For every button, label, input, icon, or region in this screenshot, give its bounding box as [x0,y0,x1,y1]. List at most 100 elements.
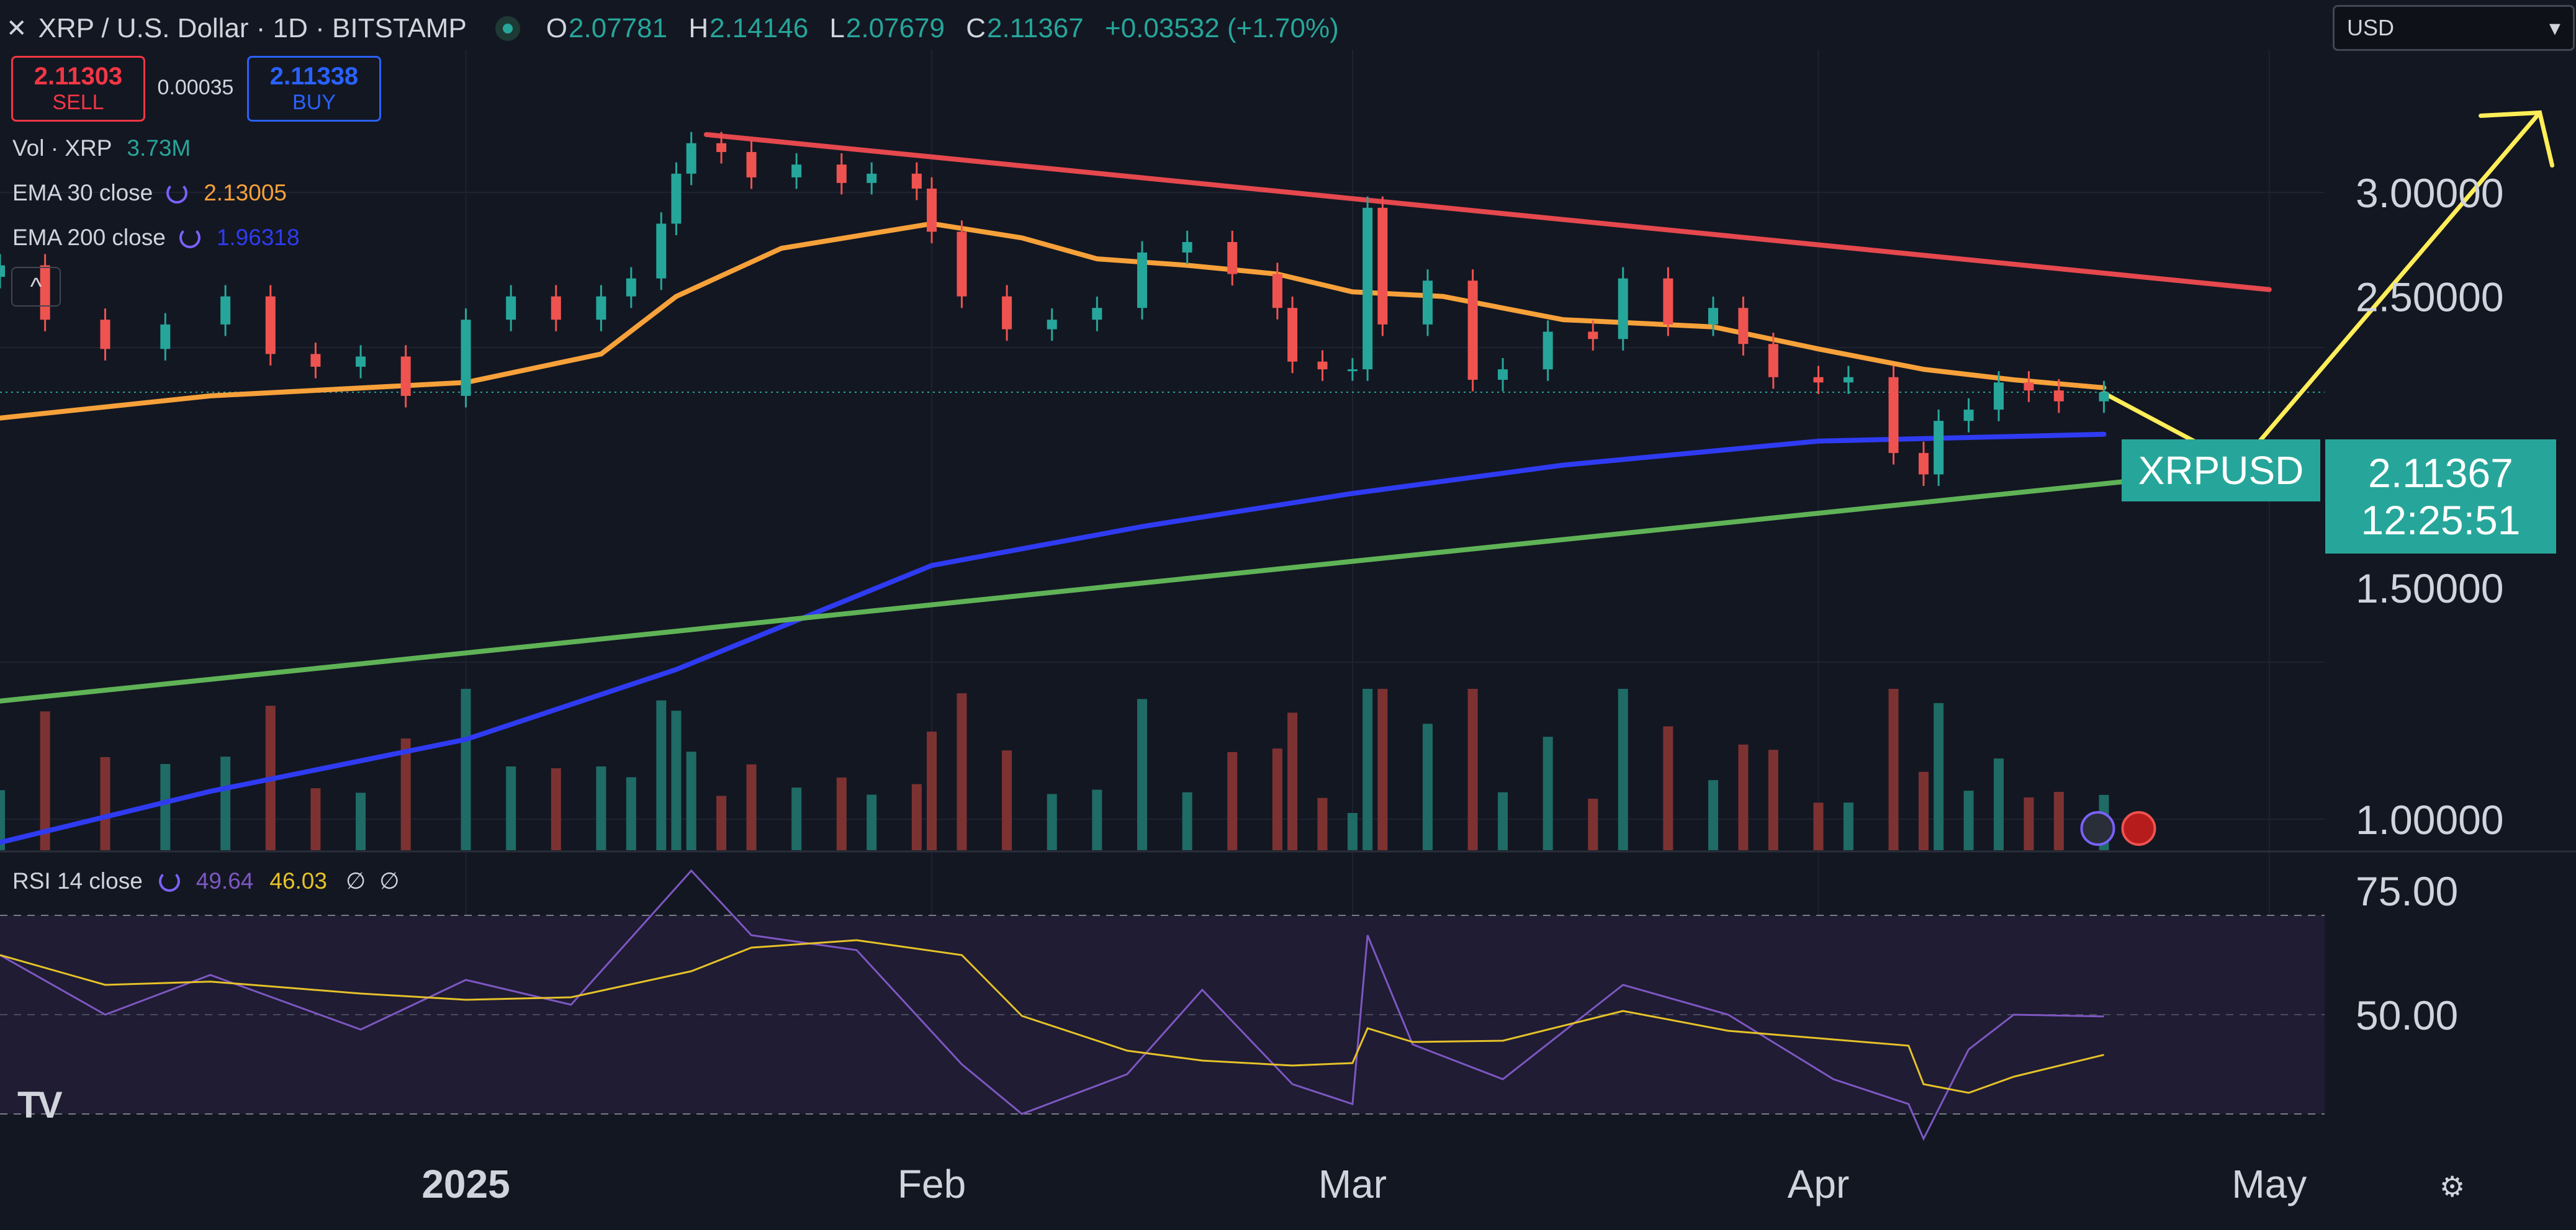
candle [1708,308,1718,325]
candle [160,324,171,349]
legend-volume[interactable]: Vol · XRP 3.73M [12,135,191,161]
candle [791,164,802,177]
rsi-tick-label: 50.00 [2356,992,2458,1038]
candle [1843,377,1853,383]
volume-bar [1888,689,1899,850]
volume-bar [1918,771,1929,850]
volume-bar [1002,750,1012,850]
sell-button[interactable]: 2.11303 SELL [11,56,145,122]
volume-bar [911,784,922,850]
legend-rsi-name: RSI 14 close [12,868,143,894]
candle [1377,207,1388,325]
legend-ema200[interactable]: EMA 200 close 1.96318 [12,225,300,251]
gear-icon[interactable]: ⚙ [2439,1170,2466,1203]
candle [746,151,757,177]
projection-arrowhead [2479,110,2555,168]
currency-value: USD [2347,15,2395,40]
buy-button[interactable]: 2.11338 BUY [247,56,381,122]
candle [596,296,606,320]
candle [911,173,922,189]
time-tick-label: May [2231,1162,2307,1206]
spread-value: 0.00035 [157,76,234,99]
candle [461,320,471,396]
candle [1994,382,2004,410]
tradingview-logo[interactable]: TV [17,1084,63,1126]
ohlc-values: O2.07781 H2.14146 L2.07679 C2.11367 +0.0… [546,13,1353,44]
bar-countdown: 12:25:51 [2361,497,2521,543]
volume-bar [551,768,561,850]
volume-bar [1227,752,1238,850]
volume-bar [1843,802,1853,850]
candle [2053,390,2064,402]
volume-bar [1287,712,1298,850]
refresh-icon [158,870,180,892]
candle [1002,296,1012,330]
volume-bar [867,794,877,850]
ohlc-high-value: 2.14146 [709,13,809,43]
legend-rsi-extra-1: ∅ [345,868,366,894]
time-tick-label: Feb [898,1162,966,1206]
volume-bar [716,796,727,850]
candle [1317,361,1328,370]
candle [671,173,682,224]
volume-bar [506,766,516,850]
close-icon[interactable]: ✕ [6,15,27,42]
volume-bar [1498,792,1508,850]
collapse-legend-button[interactable]: ^ [11,267,61,307]
currency-select[interactable]: USD ▾ [2333,5,2575,51]
symbol-title[interactable]: XRP / U.S. Dollar · 1D · BITSTAMP [38,13,467,43]
sell-label: SELL [52,91,104,114]
volume-bar [686,752,696,850]
volume-bar [1423,724,1433,850]
candle [1047,320,1057,330]
legend-rsi-value: 49.64 [196,868,254,894]
volume-bar [1377,689,1388,850]
rsi-tick-label: 75.00 [2356,868,2458,914]
candle [1182,241,1192,253]
lightning-icon [2080,811,2115,846]
candle [1663,278,1673,325]
candle [1227,241,1238,274]
legend-ema200-name: EMA 200 close [12,225,166,250]
volume-bar [1708,780,1718,850]
candle [1542,331,1553,370]
volume-bar [400,738,411,850]
candle [1272,274,1282,308]
ohlc-low-label: L [829,13,845,43]
last-price: 2.11367 [2368,450,2513,496]
ohlc-change: +0.03532 (+1.70%) [1105,13,1339,43]
volume-bar [1137,699,1147,850]
volume-bar [957,693,967,850]
volume-bar [927,731,937,850]
legend-rsi[interactable]: RSI 14 close 49.64 46.03 ∅ ∅ [12,868,399,894]
candle [1137,252,1147,308]
legend-ema200-value: 1.96318 [216,225,300,250]
volume-bar [1092,789,1102,850]
last-price-label: 2.11367 12:25:51 [2325,439,2556,554]
legend-ema30[interactable]: EMA 30 close 2.13005 [12,180,287,206]
candle [1963,410,1974,421]
legend-volume-value: 3.73M [127,135,191,161]
volume-bar [791,788,802,850]
candle [1888,377,1899,453]
ohlc-high-label: H [688,13,709,43]
flag-icon [2121,811,2156,846]
volume-bar [1047,794,1057,850]
volume-bar [1317,797,1328,850]
volume-bar [1272,748,1282,850]
volume-bar [356,792,366,850]
rsi-line [0,869,2104,1141]
price-tick-label: 1.50000 [2356,565,2504,611]
volume-bar [1182,792,1192,850]
candlesticks [0,132,2109,487]
candle [656,223,667,279]
refresh-icon [166,182,188,204]
candle [1768,344,1778,377]
ohlc-close-value: 2.11367 [986,13,1084,43]
support-trendline [0,465,2257,704]
candle [400,356,411,396]
volume-bar [1738,744,1749,850]
candle [836,164,847,183]
volume-bar [40,711,50,850]
